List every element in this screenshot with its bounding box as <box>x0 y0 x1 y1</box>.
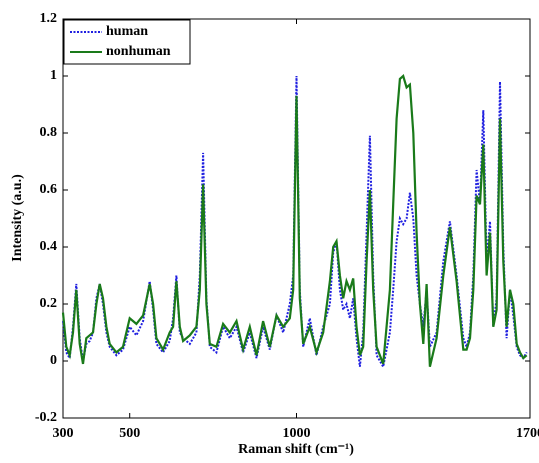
y-tick-label: 1 <box>50 68 57 83</box>
legend-box <box>63 19 191 65</box>
y-axis-label: Intensity (a.u.) <box>10 174 25 262</box>
series-line <box>61 74 528 367</box>
legend-label: nonhuman <box>106 44 171 59</box>
y-tick-label: 0.6 <box>40 182 58 197</box>
x-tick-label: 1000 <box>283 426 311 441</box>
x-tick-label: 500 <box>119 426 140 441</box>
y-tick-label: 0.8 <box>40 125 58 140</box>
x-tick-label: 1700 <box>516 426 539 441</box>
y-tick-label: 0 <box>50 353 57 368</box>
x-tick-label: 300 <box>53 426 74 441</box>
y-tick-label: 1.2 <box>40 11 58 26</box>
y-tick-label: -0.2 <box>35 410 57 425</box>
y-tick-label: 0.2 <box>40 296 58 311</box>
legend-label: human <box>106 24 148 39</box>
y-tick-label: 0.4 <box>40 239 58 254</box>
x-axis-label: Raman shift (cm⁻¹) <box>238 442 354 457</box>
